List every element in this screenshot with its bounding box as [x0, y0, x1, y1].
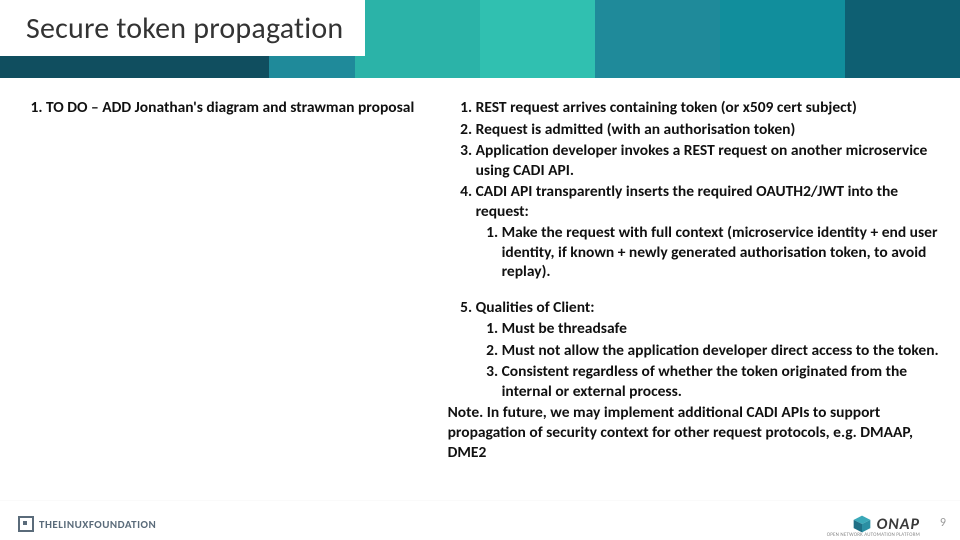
right-quality-2: Must not allow the application developer… — [502, 341, 942, 361]
right-step-1: REST request arrives containing token (o… — [476, 98, 942, 118]
title-box: Secure token propagation — [0, 0, 365, 56]
right-step-3: Application developer invokes a REST req… — [476, 141, 942, 180]
right-quality-3: Consistent regardless of whether the tok… — [502, 362, 942, 401]
right-qualities: Qualities of Client: Must be threadsafe … — [476, 298, 942, 402]
slide: Secure token propagation TO DO – ADD Jon… — [0, 0, 960, 540]
slide-title: Secure token propagation — [26, 10, 343, 47]
onap-logo: ONAP — [852, 514, 920, 534]
linux-foundation-logo: THELINUXFOUNDATION — [18, 516, 156, 532]
footer: THELINUXFOUNDATION ONAP OPEN NETWORK AUT… — [0, 500, 960, 540]
onap-cube-icon — [852, 514, 872, 534]
linux-logo-mid: LINUX — [58, 518, 89, 531]
right-column: REST request arrives containing token (o… — [442, 92, 960, 496]
right-step-4-sub: Make the request with full context (micr… — [476, 223, 942, 282]
right-step-4-sub-1: Make the request with full context (micr… — [502, 223, 942, 282]
right-step-4-text: CADI API transparently inserts the requi… — [476, 182, 899, 221]
linux-logo-text: THELINUXFOUNDATION — [39, 518, 156, 531]
right-note: Note. In future, we may implement additi… — [448, 403, 942, 462]
linux-logo-pre: THE — [39, 518, 58, 531]
left-list: TO DO – ADD Jonathan's diagram and straw… — [18, 98, 430, 118]
right-list-qualities: Qualities of Client: Must be threadsafe … — [448, 298, 942, 402]
linux-logo-icon — [18, 516, 34, 532]
content-area: TO DO – ADD Jonathan's diagram and straw… — [0, 92, 960, 496]
onap-logo-subtext: OPEN NETWORK AUTOMATION PLATFORM — [827, 532, 920, 538]
left-column: TO DO – ADD Jonathan's diagram and straw… — [0, 92, 442, 496]
right-step-2: Request is admitted (with an authorisati… — [476, 120, 942, 140]
right-step-4: CADI API transparently inserts the requi… — [476, 182, 942, 282]
right-quality-1: Must be threadsafe — [502, 319, 942, 339]
right-qualities-label: Qualities of Client: — [476, 298, 595, 317]
page-number: 9 — [940, 516, 946, 530]
left-item-1: TO DO – ADD Jonathan's diagram and straw… — [46, 98, 430, 118]
linux-logo-post: FOUNDATION — [89, 518, 156, 531]
right-qualities-sub: Must be threadsafe Must not allow the ap… — [476, 319, 942, 401]
onap-logo-text: ONAP — [877, 515, 920, 534]
right-list-main: REST request arrives containing token (o… — [448, 98, 942, 282]
